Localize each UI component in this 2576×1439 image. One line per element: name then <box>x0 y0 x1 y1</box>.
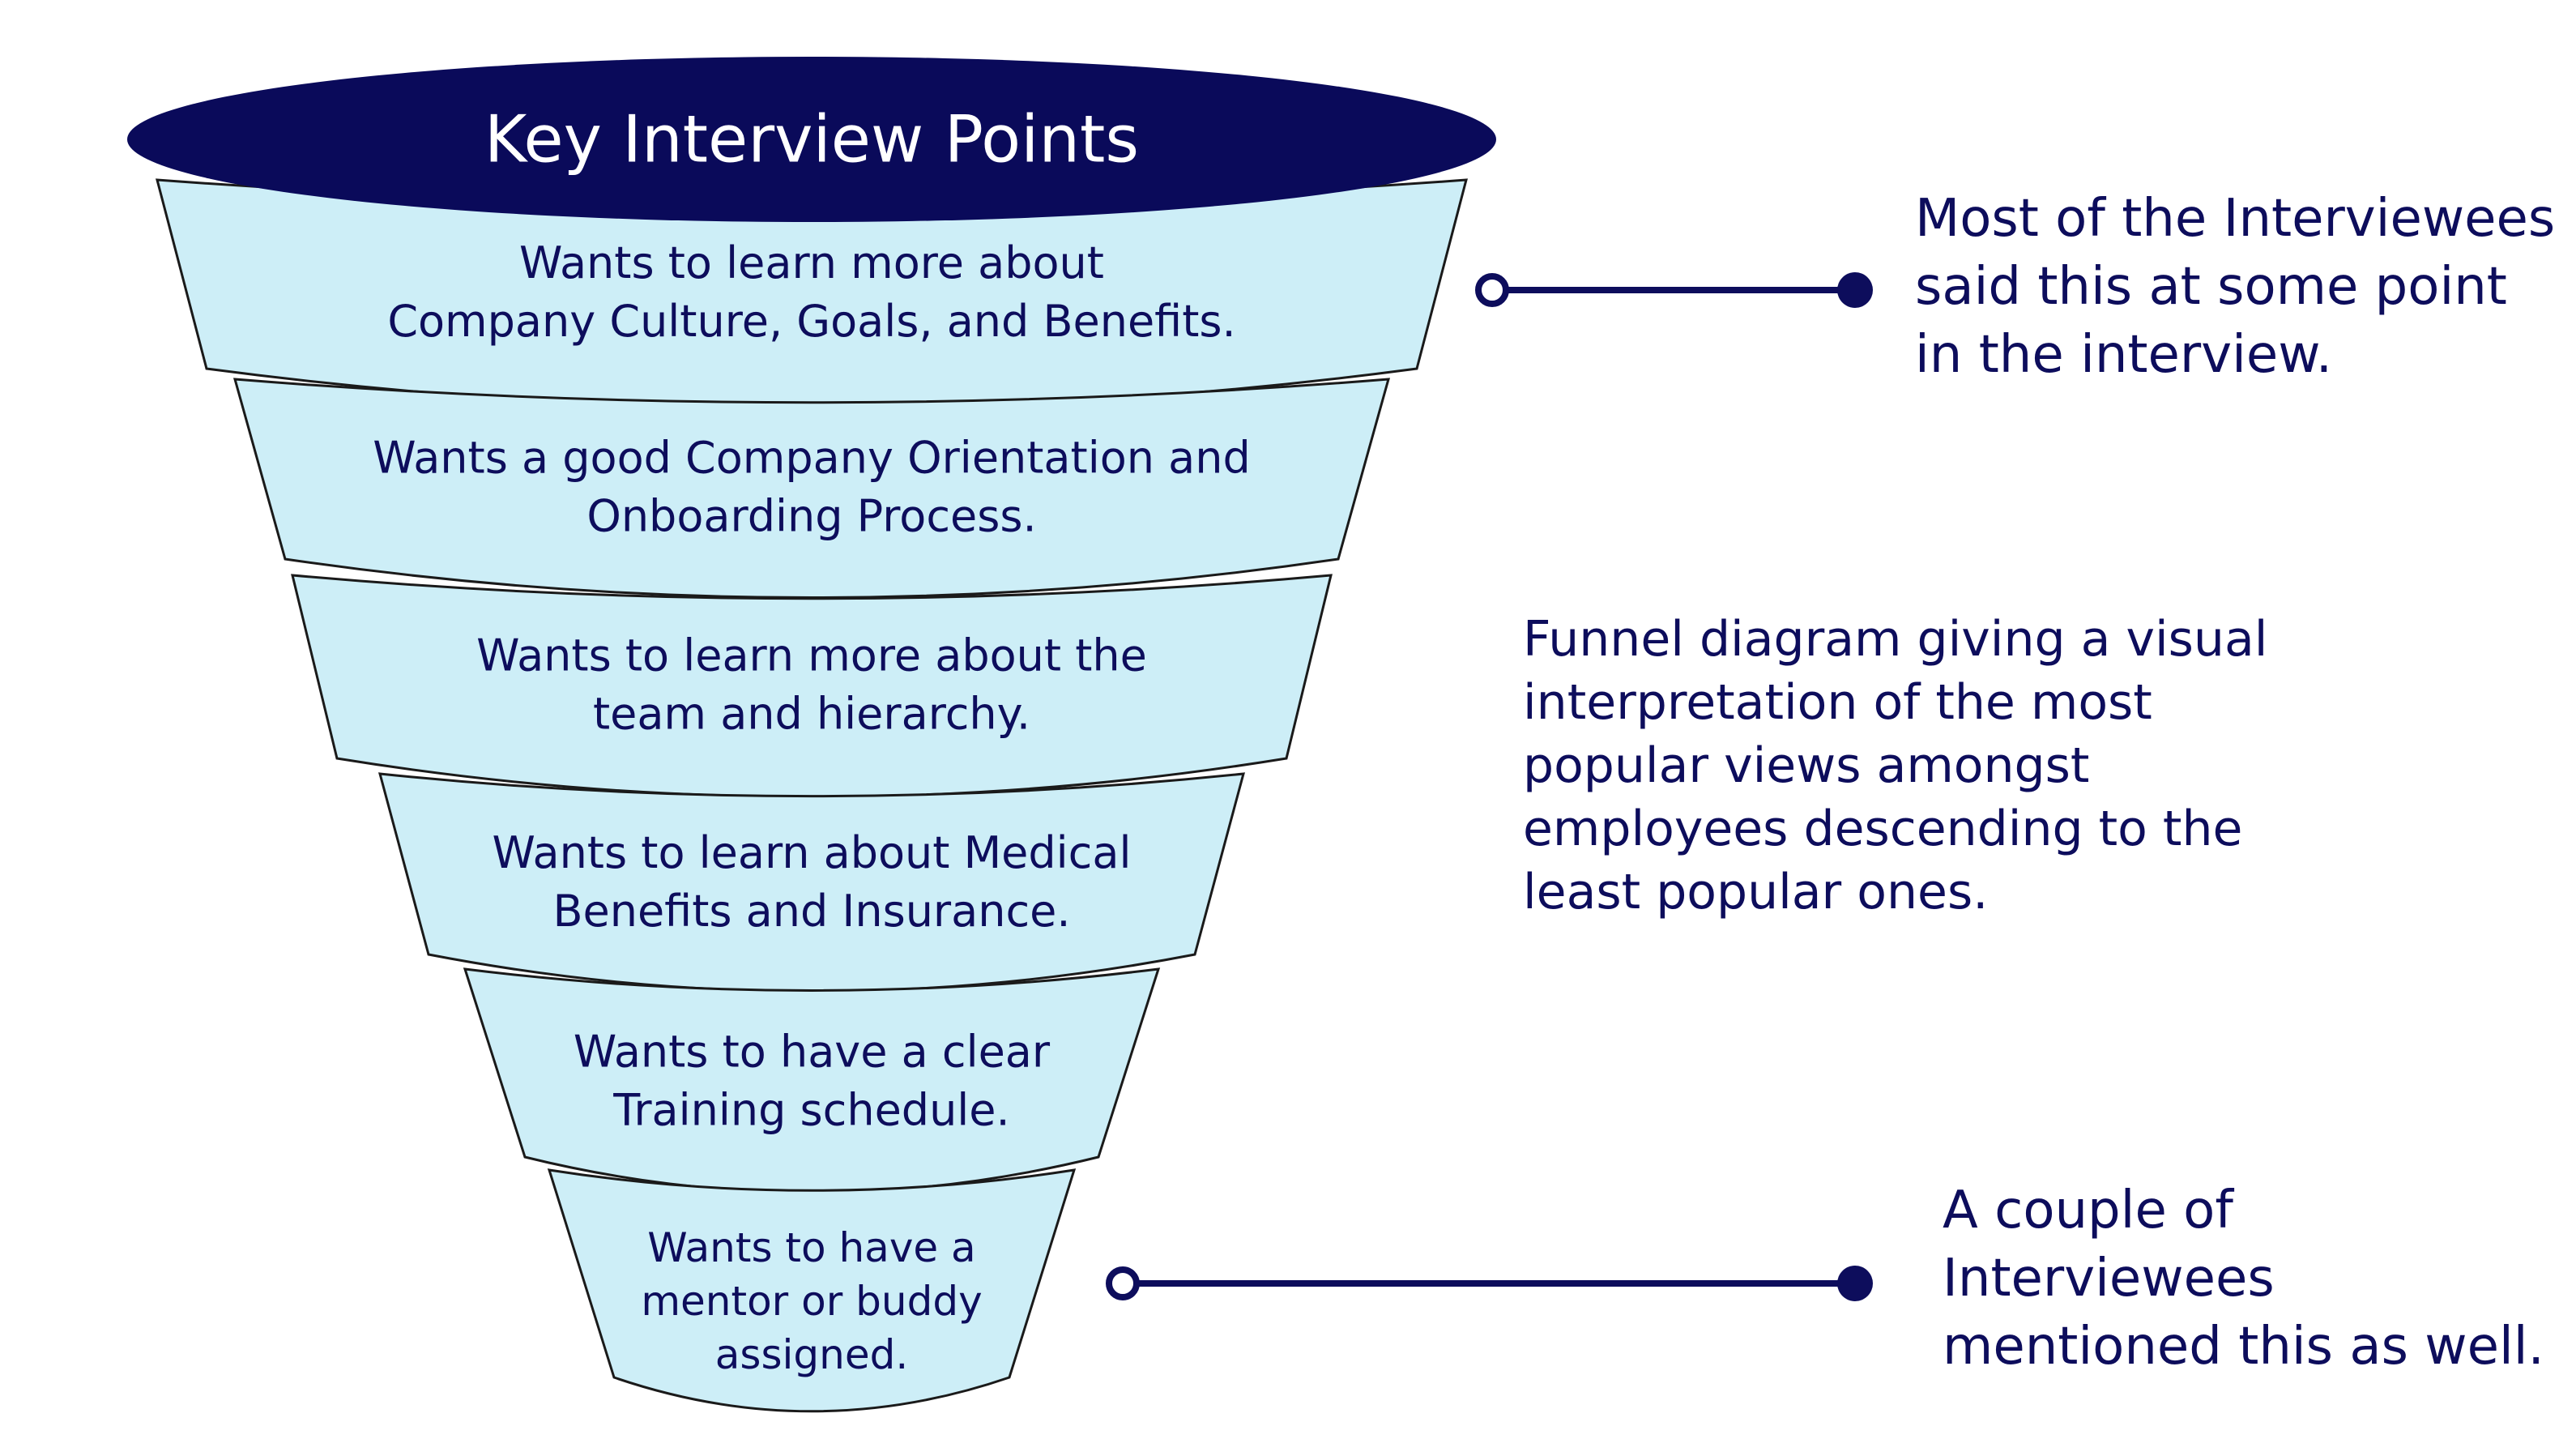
connectors <box>1106 272 1873 1301</box>
funnel-tier-text: team and hierarchy. <box>593 689 1030 740</box>
funnel-tier-text: Wants a good Company Orientation and <box>373 433 1250 484</box>
funnel-tier-text: Wants to learn about Medical <box>493 827 1132 878</box>
callout-top-line: said this at some point <box>1915 257 2507 317</box>
callout-middle-line: least popular ones. <box>1523 864 1989 920</box>
connector-bottom-open-dot <box>1106 1266 1140 1300</box>
connector-top-open-dot <box>1475 273 1509 307</box>
funnel-tier-shape <box>377 772 1246 993</box>
connector-top-solid-dot <box>1837 272 1873 308</box>
funnel-tier-shape <box>463 967 1161 1194</box>
callout-bottom: A couple of Interviewees mentioned this as… <box>1943 1176 2544 1381</box>
callout-top-line: Most of the Interviewees <box>1915 189 2556 249</box>
funnel-tier-6: Wants to have a mentor or buddy assigned. <box>547 1168 1077 1413</box>
callout-middle-line: popular views amongst <box>1523 737 2090 794</box>
funnel-tier-text: Training schedule. <box>612 1085 1009 1136</box>
callout-bottom-line: A couple of <box>1943 1181 2233 1240</box>
funnel-header-ellipse <box>127 57 1496 222</box>
funnel-tier-text: Onboarding Process. <box>586 491 1036 542</box>
callout-bottom-line: Interviewees <box>1943 1249 2275 1309</box>
callout-top: Most of the Interviewees said this at som… <box>1915 185 2555 389</box>
funnel-tier-shape <box>232 378 1391 599</box>
funnel-tiers: Wants to learn more about Company Culture… <box>156 178 1468 1413</box>
funnel-tier-text: assigned. <box>715 1331 908 1378</box>
connector-bottom-solid-dot <box>1837 1266 1873 1301</box>
funnel-header: Key Interview Points <box>127 57 1496 222</box>
funnel-tier-text: Wants to learn more about the <box>476 630 1147 681</box>
funnel-tier-2: Wants a good Company Orientation and Onbo… <box>232 378 1391 599</box>
funnel-tier-1: Wants to learn more about Company Culture… <box>156 178 1468 410</box>
funnel-title: Key Interview Points <box>484 102 1139 177</box>
funnel-tier-text: Wants to have a clear <box>574 1027 1051 1078</box>
funnel-tier-text: Wants to learn more about <box>519 237 1104 288</box>
funnel-tier-4: Wants to learn about Medical Benefits and… <box>377 772 1246 993</box>
callout-bottom-line: mentioned this as well. <box>1943 1317 2544 1377</box>
funnel-tier-3: Wants to learn more about the team and hi… <box>291 574 1333 798</box>
funnel-tier-text: Benefits and Insurance. <box>552 886 1070 937</box>
funnel-tier-shape <box>291 574 1333 798</box>
callout-middle-line: employees descending to the <box>1523 801 2243 857</box>
funnel-tier-text: Company Culture, Goals, and Benefits. <box>387 296 1235 347</box>
funnel-tier-5: Wants to have a clear Training schedule. <box>463 967 1161 1194</box>
connector-top <box>1475 272 1873 308</box>
funnel-tier-text: Wants to have a <box>647 1224 975 1271</box>
funnel-tier-shape <box>547 1168 1077 1413</box>
callout-middle-line: interpretation of the most <box>1523 674 2152 731</box>
callout-top-line: in the interview. <box>1915 325 2333 385</box>
callout-middle: Funnel diagram giving a visual interpreta… <box>1523 608 2267 924</box>
connector-bottom <box>1106 1266 1873 1301</box>
funnel-tier-text: mentor or buddy <box>641 1278 982 1325</box>
callout-middle-line: Funnel diagram giving a visual <box>1523 611 2268 668</box>
